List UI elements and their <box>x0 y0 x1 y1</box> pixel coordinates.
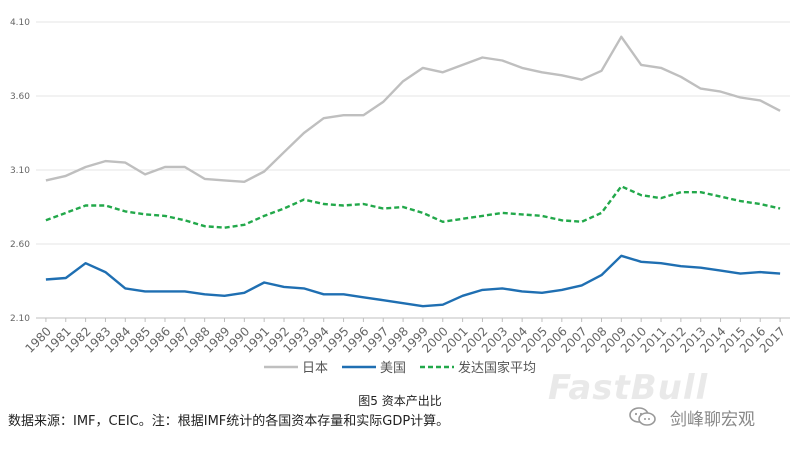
legend: 日本 美国 发达国家平均 <box>264 360 536 376</box>
series-line-0 <box>45 35 781 184</box>
x-axis-ticks: 1980198119821983198419851986198719881989… <box>23 318 788 356</box>
series-line-1 <box>45 254 781 308</box>
y-axis-ticks: 2.10 2.60 3.10 3.60 4.10 <box>10 18 30 324</box>
y-tick-label: 2.60 <box>10 240 30 250</box>
line-chart: 2.10 2.60 3.10 3.60 4.10 1980198119821983198… <box>10 18 790 376</box>
series-line-2 <box>45 185 781 229</box>
y-tick-label: 3.10 <box>10 166 30 176</box>
legend-label-0: 日本 <box>302 361 328 376</box>
legend-label-1: 美国 <box>380 361 406 376</box>
series-lines <box>45 35 781 308</box>
account-watermark: 剑峰聊宏观 <box>628 404 755 430</box>
y-tick-label: 3.60 <box>10 92 30 102</box>
y-tick-label: 4.10 <box>10 18 30 28</box>
legend-label-2: 发达国家平均 <box>458 360 536 376</box>
chart-caption: 图5 资本产出比 <box>358 394 442 408</box>
account-name: 剑峰聊宏观 <box>670 409 755 430</box>
brand-watermark: FastBull <box>548 368 709 408</box>
source-note: 数据来源：IMF，CEIC。注：根据IMF统计的各国资本存量和实际GDP计算。 <box>8 414 450 429</box>
grid-lines <box>36 21 790 319</box>
wechat-icon <box>629 407 656 426</box>
y-tick-label: 2.10 <box>10 314 30 324</box>
